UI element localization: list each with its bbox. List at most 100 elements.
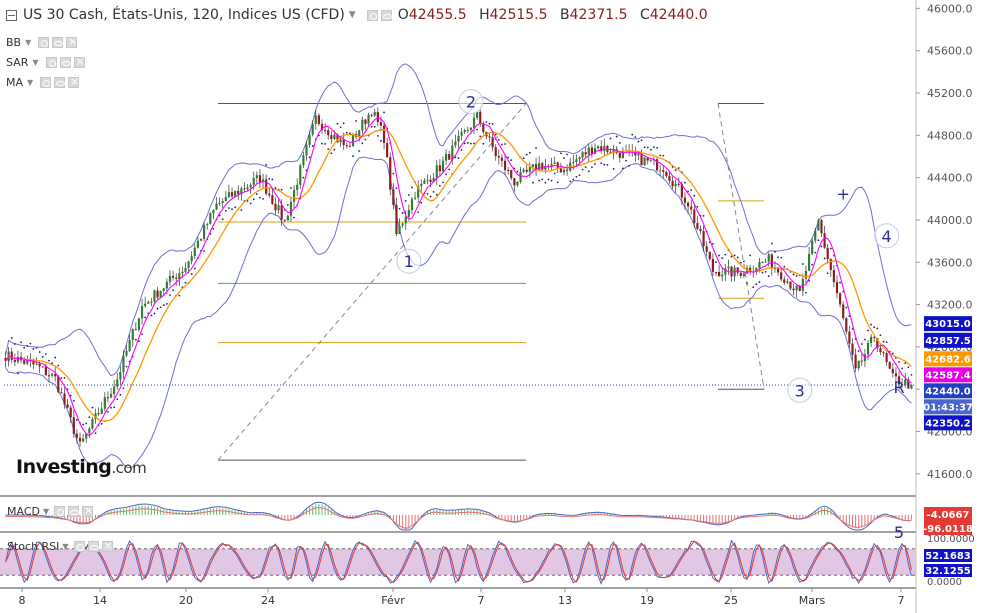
candle-body: [392, 189, 395, 205]
sar-dot: [429, 195, 432, 198]
macd-histogram-bar: [79, 515, 81, 523]
close-icon[interactable]: [66, 35, 77, 48]
chevron-down-icon[interactable]: ▼: [62, 542, 69, 551]
indicator-row-bb[interactable]: BB ▼: [6, 35, 77, 49]
macd-histogram-bar: [489, 513, 491, 515]
sar-dot: [156, 307, 159, 310]
fib-trend-line: [217, 103, 527, 461]
candle-body: [863, 354, 866, 362]
time-tick-label: Févr: [381, 594, 405, 607]
macd-histogram-bar: [160, 508, 162, 515]
sar-dot: [891, 352, 894, 355]
candle-body: [206, 224, 209, 226]
macd-histogram-bar: [293, 515, 295, 519]
indicator-label-bb: BB: [6, 35, 22, 49]
stoch-label-row[interactable]: Stoch RSI ▼: [7, 539, 113, 553]
close-icon[interactable]: [68, 75, 79, 88]
eye-icon[interactable]: [59, 56, 71, 68]
eye-icon[interactable]: [380, 9, 392, 21]
macd-histogram-bar: [324, 505, 326, 515]
candle-body: [565, 169, 569, 171]
gear-icon[interactable]: [73, 541, 85, 552]
sar-dot: [476, 128, 479, 131]
candle-body: [832, 270, 835, 283]
macd-histogram-bar: [274, 515, 276, 517]
candle-body: [395, 204, 398, 234]
candle-body: [82, 438, 85, 442]
macd-histogram-bar: [898, 515, 900, 519]
candle-body: [674, 183, 677, 187]
price-tick-label: 41600.0: [927, 468, 973, 481]
candle-body: [404, 216, 407, 224]
sar-dot: [494, 133, 497, 136]
stoch-value-box: [924, 549, 972, 562]
high-key: H: [479, 7, 490, 23]
time-tick-label: Mars: [799, 594, 826, 607]
macd-histogram-bar: [399, 515, 401, 527]
gear-icon[interactable]: [54, 506, 66, 517]
gear-icon[interactable]: [45, 56, 57, 68]
indicator-row-ma[interactable]: MA ▼: [6, 75, 79, 89]
sar-dot: [234, 206, 237, 209]
indicator-row-sar[interactable]: SAR ▼: [6, 55, 85, 69]
candle-body: [221, 201, 224, 203]
macd-histogram-bar: [793, 515, 795, 518]
fib-ext-trend-line: [717, 103, 765, 390]
sar-dot: [193, 267, 196, 270]
sar-dot: [231, 208, 233, 211]
sar-dot: [612, 168, 615, 170]
gear-icon[interactable]: [40, 76, 52, 88]
sar-dot: [584, 166, 587, 169]
macd-signal-line: [5, 507, 912, 529]
candle-body: [503, 160, 507, 171]
sar-dot: [485, 121, 488, 123]
price-tick-label: 44000.0: [927, 214, 973, 227]
gear-icon[interactable]: [366, 9, 378, 21]
chevron-down-icon[interactable]: ▼: [25, 37, 32, 47]
chevron-down-icon[interactable]: ▼: [32, 57, 39, 67]
macd-histogram-bar: [762, 514, 764, 515]
candle-body: [240, 188, 243, 195]
sar-dot: [17, 372, 19, 375]
chevron-down-icon[interactable]: ▼: [42, 507, 50, 516]
sar-dot: [153, 312, 156, 315]
chevron-down-icon[interactable]: ▼: [348, 10, 356, 20]
sar-dot: [792, 273, 795, 276]
collapse-icon[interactable]: [6, 9, 17, 21]
eye-icon[interactable]: [87, 541, 99, 552]
candle-body: [708, 251, 711, 260]
sar-dot: [100, 422, 103, 425]
candle-body: [584, 152, 587, 155]
candle-body: [870, 336, 873, 343]
sar-dot: [249, 202, 252, 205]
sar-dot: [308, 156, 311, 159]
time-tick-label: 20: [179, 594, 193, 607]
sar-dot: [345, 131, 348, 134]
gear-icon[interactable]: [38, 36, 50, 48]
close-icon[interactable]: [82, 504, 93, 517]
macd-histogram-bar: [312, 505, 314, 515]
sar-dot: [628, 164, 631, 167]
macd-histogram-bar: [665, 515, 667, 517]
candle-body: [150, 301, 153, 303]
sar-dot: [432, 190, 435, 193]
candle-body: [761, 262, 764, 264]
close-icon[interactable]: [101, 539, 113, 552]
macd-histogram-bar: [45, 515, 47, 517]
sar-dot: [829, 247, 832, 250]
candle-body: [469, 127, 472, 130]
chevron-down-icon[interactable]: ▼: [27, 77, 34, 87]
candle-body: [234, 190, 237, 197]
eye-icon[interactable]: [54, 76, 66, 88]
candle-body: [488, 136, 491, 138]
macd-panel: -4.0667 -96.0118 5: [5, 501, 973, 542]
close-icon[interactable]: [73, 55, 85, 68]
candle-body: [116, 379, 119, 387]
eye-icon[interactable]: [52, 36, 64, 48]
candle-body: [299, 165, 302, 185]
macd-label-row[interactable]: MACD ▼: [7, 504, 93, 518]
macd-histogram-bar: [129, 507, 131, 515]
sar-dot: [780, 256, 783, 259]
eye-icon[interactable]: [68, 506, 80, 517]
